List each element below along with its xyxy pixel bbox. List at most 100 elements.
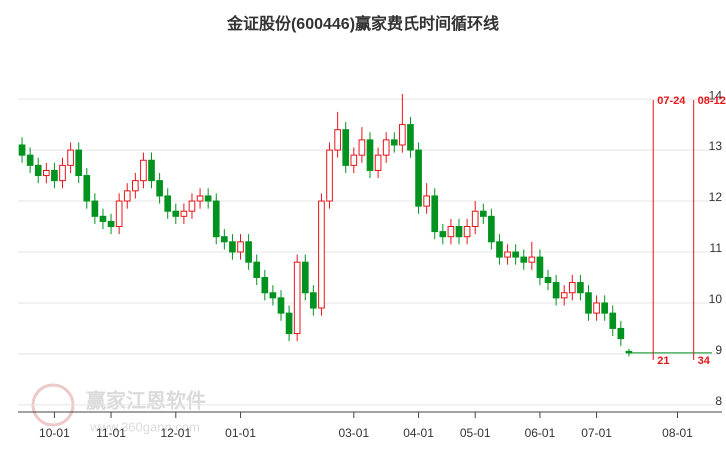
candle-body [26,154,34,166]
chart-title: 金证股份(600446)赢家费氏时间循环线 [226,14,499,33]
y-tick-label: 13 [709,139,723,153]
x-tick-label: 08-01 [662,426,693,440]
candle-body [83,175,91,202]
x-tick-label: 05-01 [460,426,491,440]
cycle-date: 07-24 [657,95,686,107]
candle-body [488,215,495,243]
candle-body [471,210,479,228]
candle-body [439,231,447,238]
candle-body [390,139,398,146]
candle-body [188,200,196,212]
candle-body [204,195,212,202]
x-tick-label: 06-01 [525,426,556,440]
candle-body [382,139,390,156]
candle-body [196,195,204,202]
candle-body [245,241,252,263]
candle-body [156,180,163,197]
candle-body [431,195,439,233]
candle-body [528,256,536,263]
y-tick-label: 12 [709,190,723,204]
candle-body [407,124,414,151]
candle-body [310,292,317,309]
candle-body [301,261,309,294]
candle-body [326,149,333,202]
candle-body [212,200,220,238]
y-tick-label: 10 [709,292,723,306]
cycle-count: 34 [698,355,711,367]
candle-body [99,215,107,222]
candle-body [75,149,83,177]
candle-body [520,256,528,263]
candle-body [123,190,131,202]
candle-body [253,261,261,278]
candle-body [358,139,366,156]
candle-body [91,200,99,217]
x-tick-label: 01-01 [225,426,256,440]
candle-body [59,164,66,182]
candle-body [552,282,560,299]
x-tick-label: 10-01 [39,426,70,440]
candle-body [504,251,511,258]
candle-body [277,297,285,314]
x-tick-label: 07-01 [581,426,612,440]
candle-body [261,276,269,294]
candle-body [617,327,625,340]
candle-body [415,149,422,207]
candle-body [479,210,487,217]
candle-body [423,195,430,207]
candle-body [132,180,139,192]
candle-body [366,139,374,171]
x-tick-label: 04-01 [403,426,434,440]
candle-body [140,159,147,182]
watermark-url: www.360gann.com [89,419,200,434]
candle-body [350,154,358,166]
candle-body [229,241,236,253]
candle-body [237,241,244,253]
candle-body [172,210,180,217]
cycle-date: 08-12 [698,95,726,107]
candle-body [334,129,341,151]
candle-body [577,282,584,294]
candle-body [221,236,228,243]
candle-body [164,195,172,212]
candle-body [285,312,293,335]
watermark: 赢家江恩软件 [86,388,206,412]
candle-body [318,200,325,309]
candle-body [18,144,26,156]
candle-body [609,312,617,329]
candle-body [568,282,576,294]
candle-body [463,226,471,238]
candle-body [601,302,608,314]
candle-body [293,261,301,335]
candle-body [374,154,382,171]
candle-body [399,124,406,146]
x-tick-label: 03-01 [338,426,369,440]
candle-body [455,226,463,238]
candle-body [107,220,115,228]
candle-body [67,149,74,166]
candle-body [180,210,188,217]
candle-body [585,292,592,314]
x-tick-label: 12-01 [160,426,191,440]
candle-body [496,241,503,258]
candle-body [148,159,155,182]
y-tick-label: 11 [710,241,723,255]
y-tick-label: 9 [715,343,722,357]
candle-body [42,169,50,177]
y-tick-label: 14 [709,88,723,102]
candle-body [115,200,123,228]
watermark-group: 赢家江恩软件 www.360gann.com [31,383,206,434]
candle-body [269,292,277,299]
candle-body [342,129,350,166]
candle-body [544,276,552,284]
candle-body [51,169,58,182]
y-tick-label: 8 [715,394,722,408]
candle-body [34,164,42,177]
candle-body [560,292,568,299]
candle-body [593,302,600,314]
candle-body [512,251,519,258]
x-tick-label: 11-01 [96,426,126,440]
candle-body [447,226,455,238]
cycle-count: 21 [657,355,669,367]
